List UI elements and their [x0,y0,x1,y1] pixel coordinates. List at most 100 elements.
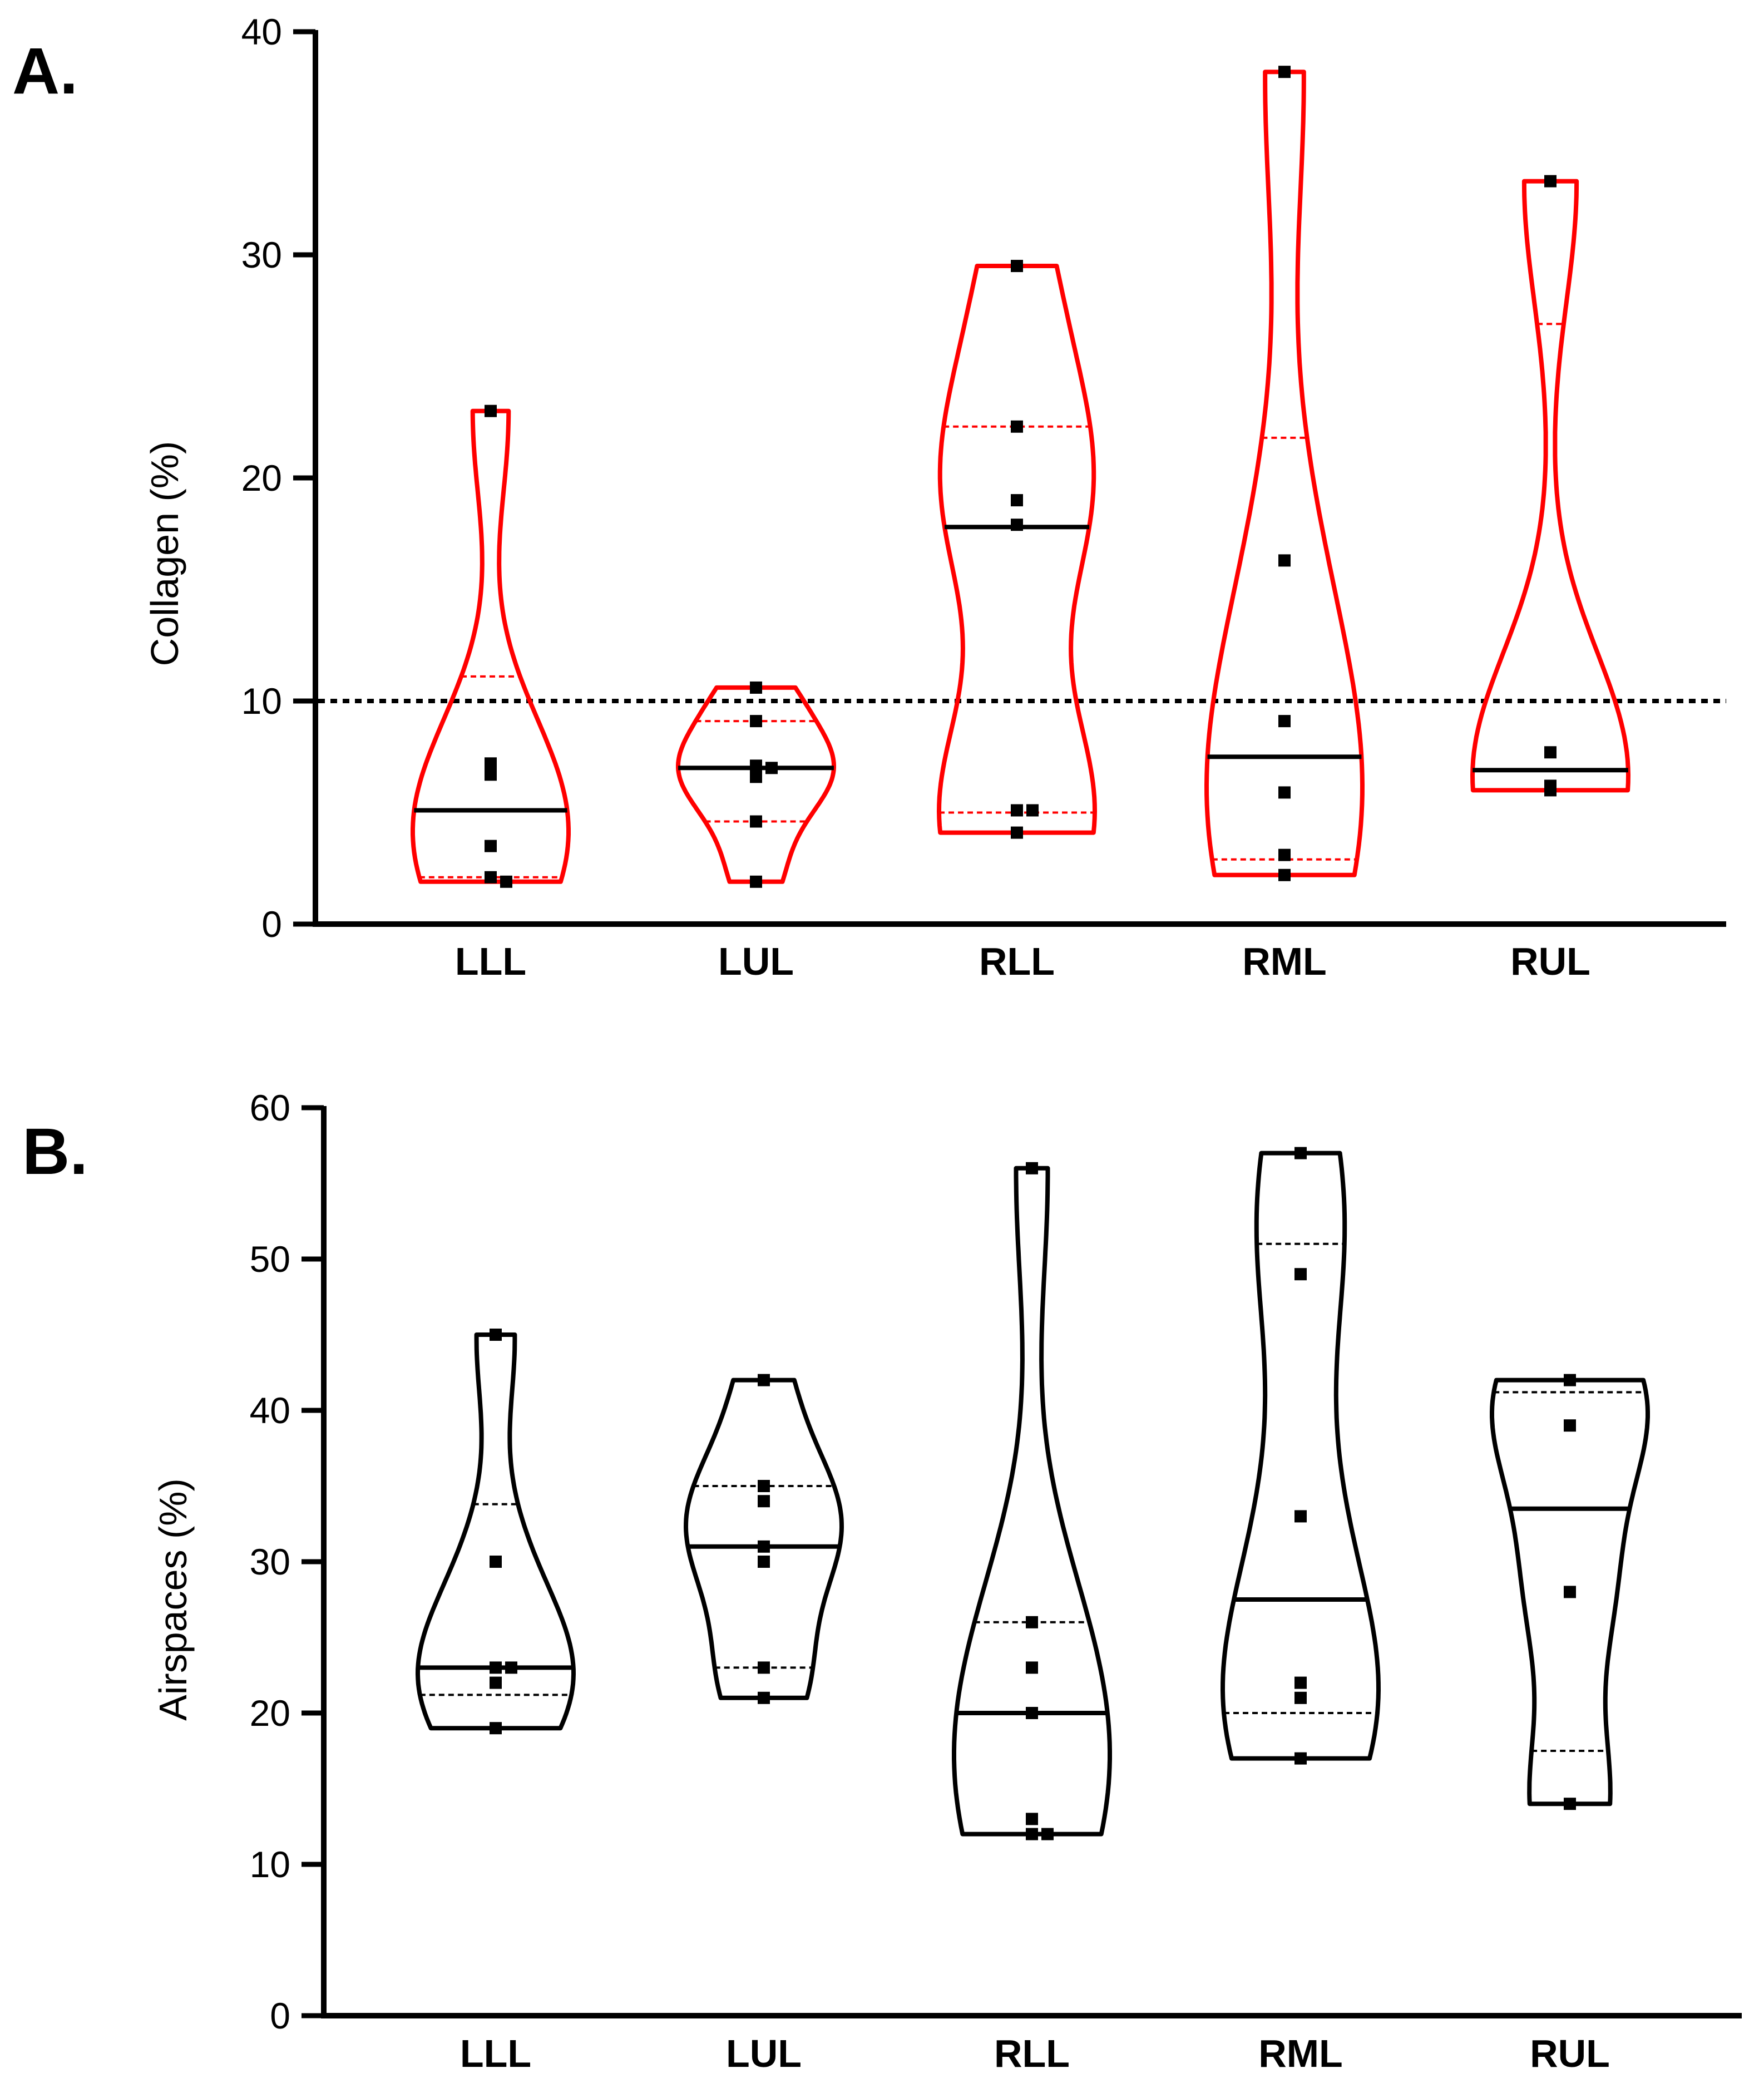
data-point [750,815,762,828]
data-point [1564,1374,1576,1386]
category-label-rll: RLL [979,940,1055,983]
data-point [1544,175,1557,187]
data-point [1278,848,1291,861]
data-point [490,1722,502,1735]
category-label-lll: LLL [455,940,526,983]
data-point [1294,1268,1307,1281]
y-tick-label: 30 [241,234,282,275]
data-point [1011,420,1023,433]
data-point [1544,784,1557,797]
data-point [750,681,762,694]
data-point [758,1691,770,1704]
y-tick-label: 0 [261,904,282,945]
data-point [500,875,512,888]
panel-a-collagen: A. Collagen (%) 0 10 20 30 40 LLL LUL RLL RML RU… [12,11,1726,983]
y-tick-label: 10 [241,680,282,722]
data-point [485,871,497,883]
panel-a-violins [411,66,1630,888]
data-point [758,1540,770,1553]
category-label-lul: LUL [718,940,794,983]
data-point [1026,804,1039,817]
data-point [1041,1828,1054,1840]
violin-rml [1221,1151,1381,1761]
data-point [490,1676,502,1689]
data-point [490,1556,502,1568]
data-point [758,1556,770,1568]
violin-rll [937,264,1097,835]
panel-a-label: A. [12,34,78,108]
data-point [1294,1676,1307,1689]
data-point [490,1661,502,1674]
category-label-lll: LLL [460,2032,531,2075]
violin-lll [416,1332,576,1731]
panel-a-y-axis-title: Collagen (%) [143,441,186,667]
violin-rml [1204,70,1365,877]
data-point [485,404,497,417]
y-tick-label: 20 [241,457,282,498]
data-point [1564,1419,1576,1432]
data-point [758,1661,770,1674]
y-tick-label: 60 [250,1087,290,1128]
data-point [758,1480,770,1492]
y-tick-label: 40 [250,1390,290,1431]
data-point [1026,1828,1038,1840]
data-point [758,1374,770,1386]
data-point [485,768,497,781]
data-point [505,1661,517,1674]
category-label-rul: RUL [1530,2032,1610,2075]
data-point [1026,1813,1038,1825]
data-point [750,875,762,888]
panel-b-category-labels: LLL LUL RLL RML RUL [460,2032,1610,2075]
category-label-rll: RLL [994,2032,1070,2075]
data-point [1011,260,1023,273]
data-point [1026,1616,1038,1628]
data-point [1294,1147,1307,1159]
y-tick-label: 40 [241,11,282,52]
y-tick-label: 30 [250,1541,290,1582]
y-tick-label: 0 [270,1995,290,2036]
category-label-rml: RML [1258,2032,1343,2075]
data-point [765,762,778,774]
data-point [485,757,497,770]
panel-b-y-axis-title: Airspaces (%) [151,1478,195,1721]
data-point [1026,1707,1038,1719]
data-point [1544,746,1557,759]
data-point [1294,1510,1307,1523]
y-tick-label: 20 [250,1692,290,1734]
data-point [1011,494,1023,507]
data-point [1011,519,1023,531]
data-point [1294,1691,1307,1704]
panel-b-label: B. [22,1115,88,1188]
data-point [750,759,762,772]
category-label-lul: LUL [726,2032,802,2075]
data-point [750,771,762,783]
panel-a-category-labels: LLL LUL RLL RML RUL [455,940,1590,983]
panel-a-y-ticks: 0 10 20 30 40 [241,11,315,945]
panel-b-y-ticks: 0 10 20 30 40 50 60 [250,1087,324,2036]
data-point [1026,1162,1038,1174]
data-point [750,715,762,728]
data-point [1564,1586,1576,1598]
data-point [1011,804,1023,817]
panel-b-airspaces: B. Airspaces (%) 0 10 20 30 40 50 60 LLL LUL RLL… [22,1087,1742,2075]
data-point [758,1495,770,1508]
category-label-rul: RUL [1510,940,1590,983]
violin-rll [952,1166,1112,1837]
data-point [1011,826,1023,839]
violin-rul [1490,1378,1650,1806]
violin-lul [684,1378,844,1700]
category-label-rml: RML [1242,940,1327,983]
data-point [485,840,497,852]
data-point [1278,786,1291,799]
data-point [1278,66,1291,78]
violin-lul [676,685,836,884]
data-point [490,1329,502,1341]
data-point [1278,554,1291,567]
y-tick-label: 10 [250,1844,290,1885]
data-point [1278,715,1291,728]
violin-rul [1470,179,1630,793]
panel-b-violins [416,1147,1650,1840]
data-point [1278,868,1291,881]
